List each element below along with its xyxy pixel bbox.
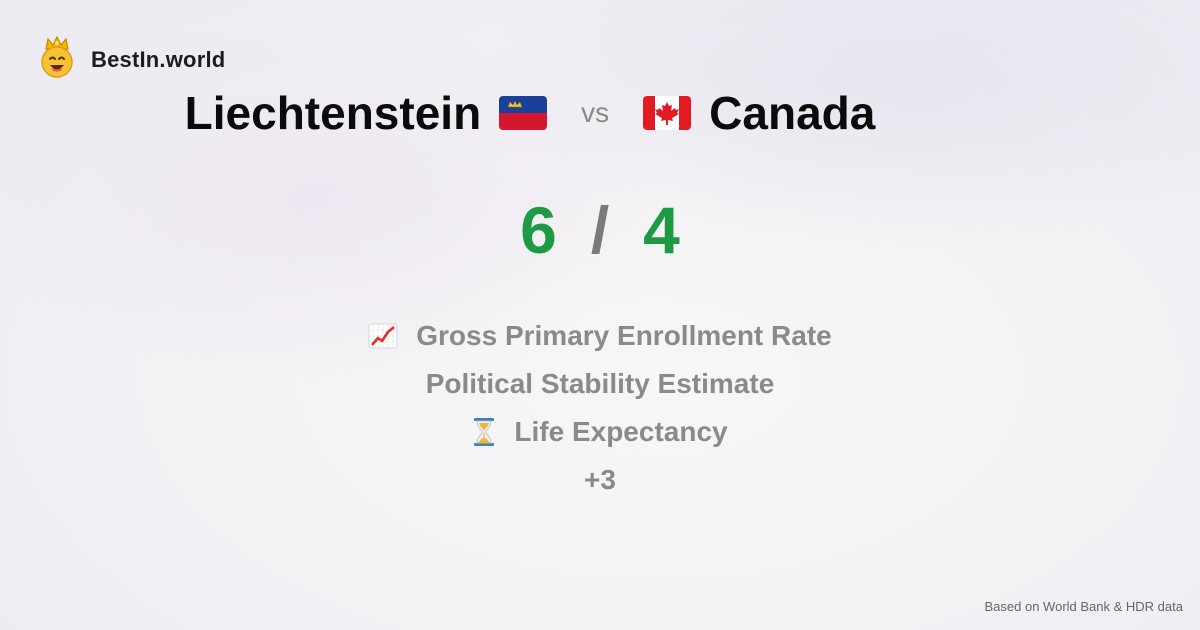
more-metrics-count[interactable]: +3: [0, 456, 1200, 504]
score-separator: /: [590, 193, 610, 267]
data-source-note: Based on World Bank & HDR data: [984, 599, 1183, 614]
metric-label: Political Stability Estimate: [425, 368, 775, 399]
metric-label: Gross Primary Enrollment Rate: [416, 320, 832, 351]
vs-label: vs: [581, 97, 610, 128]
metric-item: Life Expectancy: [0, 408, 1200, 456]
right-score: 4: [643, 193, 680, 267]
crowned-smiley-icon: [39, 35, 75, 83]
canada-flag-icon: [643, 96, 692, 130]
metric-label: Life Expectancy: [514, 416, 728, 447]
left-score: 6: [520, 193, 557, 267]
metric-list: Gross Primary Enrollment Rate Political …: [0, 312, 1200, 504]
hourglass-icon: [472, 417, 496, 447]
liechtenstein-flag-icon: [499, 96, 548, 130]
brand-name: BestIn.world: [91, 46, 226, 72]
metric-item: Gross Primary Enrollment Rate: [0, 312, 1200, 360]
chart-increasing-icon: [368, 323, 398, 349]
brand[interactable]: BestIn.world: [39, 35, 226, 83]
left-country-name: Liechtenstein: [184, 87, 482, 139]
metric-item: Political Stability Estimate: [0, 360, 1200, 408]
right-country-name: Canada: [709, 87, 876, 139]
comparison-title: Liechtenstein vs Canada: [0, 86, 1060, 140]
score: 6 / 4: [0, 192, 1200, 268]
more-label: +3: [584, 464, 616, 495]
